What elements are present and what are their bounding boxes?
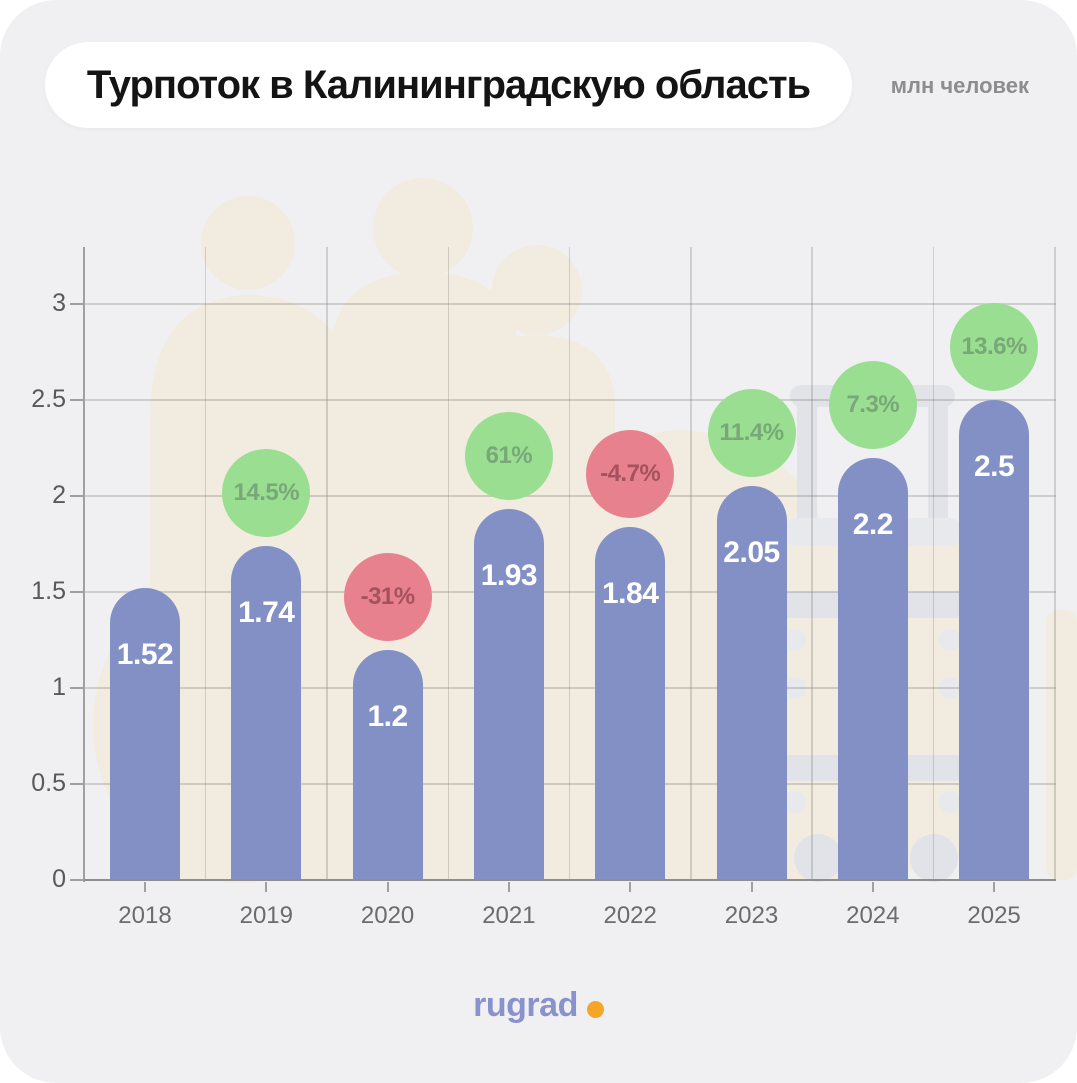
page-title: Турпоток в Калининградскую область xyxy=(86,62,811,107)
bar-value-label: 1.74 xyxy=(238,595,295,629)
x-axis-label: 2024 xyxy=(846,902,900,929)
change-badge: -31% xyxy=(343,552,432,641)
y-axis-tick xyxy=(70,399,84,401)
bar xyxy=(352,649,423,880)
bar-value-label: 2.5 xyxy=(973,450,1015,483)
grid-line-v xyxy=(326,247,328,880)
x-axis-tick xyxy=(871,882,874,892)
x-axis-label: 2023 xyxy=(724,902,779,929)
bar-value-label: 1.2 xyxy=(367,699,408,733)
grid-line-h xyxy=(84,783,1056,785)
x-axis-label: 2022 xyxy=(603,902,657,929)
grid-line-v xyxy=(204,247,207,880)
bar-value-label: 1.52 xyxy=(116,638,174,672)
bar-value-label: 1.93 xyxy=(480,559,538,593)
x-axis-tick xyxy=(265,882,268,892)
grid-line-v xyxy=(568,247,571,880)
logo-dot-icon xyxy=(586,1001,604,1018)
x-axis-label: 2018 xyxy=(118,902,172,929)
grid-line-v xyxy=(932,247,935,880)
y-axis-label: 2 xyxy=(52,481,66,509)
grid-line-v xyxy=(1054,247,1056,880)
change-badge: 61% xyxy=(464,412,553,501)
bar xyxy=(473,509,544,880)
y-axis-label: 0.5 xyxy=(31,769,66,797)
grid-line-h xyxy=(84,303,1056,305)
y-axis-label: 2.5 xyxy=(31,385,66,413)
x-axis-label: 2019 xyxy=(239,902,293,929)
bar-value-label: 2.2 xyxy=(852,507,894,541)
x-axis-tick xyxy=(993,882,996,892)
x-axis-tick xyxy=(507,882,510,892)
x-axis-line xyxy=(84,879,1056,881)
y-axis-tick xyxy=(70,783,84,785)
bar xyxy=(231,545,302,880)
grid-line-v xyxy=(811,247,813,880)
change-badge: 7.3% xyxy=(828,360,917,449)
y-axis-label: 3 xyxy=(52,289,66,317)
rugrad-logo: rugrad xyxy=(473,986,578,1024)
grid-line-v xyxy=(447,247,449,880)
x-axis-label: 2025 xyxy=(967,902,1021,929)
unit-label: млн человек xyxy=(890,73,1029,98)
x-axis-tick xyxy=(144,882,146,892)
change-badge: -4.7% xyxy=(586,429,675,518)
y-axis-line xyxy=(83,247,85,882)
x-axis-label: 2020 xyxy=(360,902,415,929)
change-badge: 13.6% xyxy=(950,303,1039,391)
y-axis-label: 1 xyxy=(52,673,66,701)
bar xyxy=(110,588,180,880)
change-badge: 11.4% xyxy=(707,389,796,478)
y-axis-label: 0 xyxy=(52,865,66,893)
x-axis-tick xyxy=(629,882,632,892)
y-axis-label: 1.5 xyxy=(31,577,66,605)
grid-line-h xyxy=(84,495,1056,497)
bar xyxy=(595,526,666,880)
bar xyxy=(959,400,1030,880)
grid-line-h xyxy=(84,591,1056,593)
y-axis-tick xyxy=(70,303,84,305)
bar xyxy=(716,486,787,880)
x-axis-label: 2021 xyxy=(482,902,536,929)
y-axis-tick xyxy=(70,879,84,881)
footer: rugrad xyxy=(0,986,1077,1025)
bar xyxy=(837,457,908,880)
grid-line-v xyxy=(690,247,692,880)
y-axis-tick xyxy=(70,687,84,689)
y-axis-tick xyxy=(70,591,84,593)
bar-value-label: 2.05 xyxy=(723,536,780,570)
x-axis-tick xyxy=(386,882,389,892)
grid-line-h xyxy=(84,687,1056,689)
change-badge: 14.5% xyxy=(222,448,311,537)
x-axis-tick xyxy=(750,882,753,892)
y-axis-tick xyxy=(70,495,84,497)
grid-line-h xyxy=(84,399,1056,401)
bar-value-label: 1.84 xyxy=(601,576,659,610)
title-pill: Турпоток в Калининградскую область xyxy=(45,42,852,128)
